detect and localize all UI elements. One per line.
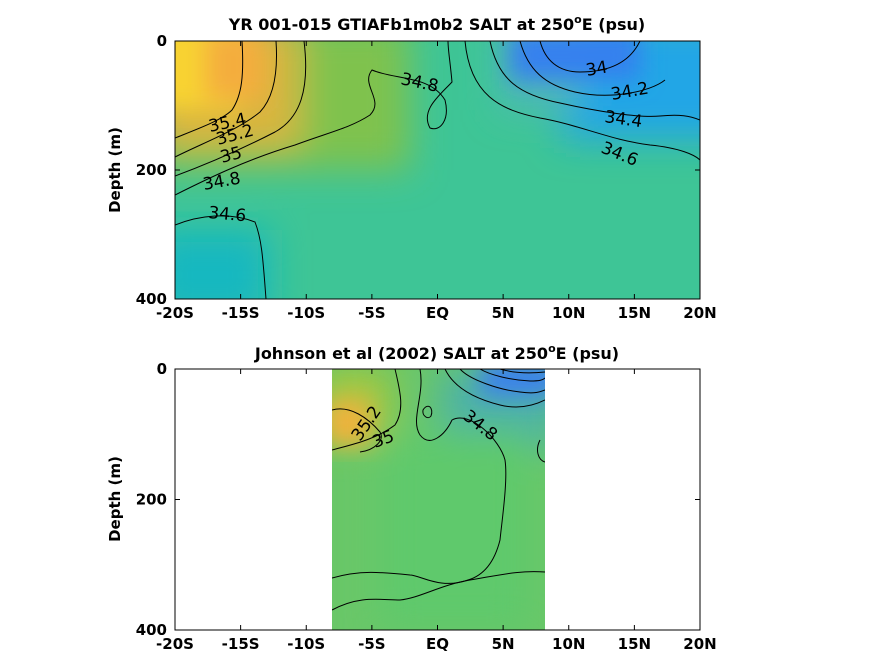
x-tick-label: 20N <box>683 635 716 653</box>
panel-2-ticks: -20S -15S -10S -5S EQ 5N 10N 15N 20N 0 200 400 <box>136 360 717 653</box>
contour-34.4 <box>489 41 700 121</box>
x-tick-label: 20N <box>683 304 716 322</box>
panel-2-ylabel: Depth (m) <box>106 456 124 542</box>
y-tick-label: 200 <box>136 161 167 179</box>
panel-2-field: 35.2 35 34.8 <box>332 369 545 630</box>
x-tick-label: 10N <box>552 304 585 322</box>
panel-1-field: 35.4 35.2 35 34.8 34.6 34.8 34 34.2 34.4… <box>175 41 700 299</box>
x-tick-label: 10N <box>552 635 585 653</box>
contour-34.8-west <box>175 41 453 196</box>
contour-34.6 <box>332 571 545 611</box>
contour-35.2 <box>332 408 382 453</box>
x-tick-label: -10S <box>287 304 325 322</box>
contour-label: 34 <box>584 57 609 80</box>
x-tick-label: 15N <box>618 304 651 322</box>
panel-1-title: YR 001-015 GTIAFb1m0b2 SALT at 250oE (ps… <box>228 13 645 34</box>
contour-35.4 <box>175 41 244 139</box>
y-tick-label: 400 <box>136 621 167 639</box>
contour-34.8-eye <box>422 405 433 419</box>
x-tick-label: -15S <box>222 304 260 322</box>
contour-34.6-west <box>175 215 267 299</box>
y-tick-label: 400 <box>136 290 167 308</box>
x-tick-label: -5S <box>358 635 385 653</box>
x-tick-label: 15N <box>618 635 651 653</box>
x-tick-label: -10S <box>287 635 325 653</box>
x-tick-label: -20S <box>156 304 194 322</box>
panel-1-ylabel: Depth (m) <box>106 127 124 213</box>
x-tick-label: -20S <box>156 635 194 653</box>
y-tick-label: 0 <box>157 360 167 378</box>
x-tick-label: 5N <box>492 635 515 653</box>
contour-34 <box>539 41 641 73</box>
contour-35.2 <box>175 41 278 158</box>
y-tick-label: 0 <box>157 32 167 50</box>
x-tick-label: -15S <box>222 635 260 653</box>
contour-35 <box>175 41 307 177</box>
contour-34.6-east <box>464 41 700 161</box>
x-tick-label: -5S <box>358 304 385 322</box>
x-tick-label: EQ <box>426 635 449 653</box>
contour-34.2 <box>519 41 666 96</box>
panel-1-ticks: -20S -15S -10S -5S EQ 5N 10N 15N 20N 0 200 400 <box>136 32 717 322</box>
x-tick-label: 5N <box>492 304 515 322</box>
panel-2-title: Johnson et al (2002) SALT at 250oE (psu) <box>254 342 619 363</box>
contour-35 <box>332 369 402 451</box>
contour-34.8 <box>332 369 507 584</box>
contour-label: 34.6 <box>208 203 247 226</box>
panel-1: YR 001-015 GTIAFb1m0b2 SALT at 250oE (ps… <box>106 13 717 322</box>
y-tick-label: 200 <box>136 491 167 509</box>
x-tick-label: EQ <box>426 304 449 322</box>
panel-2: Johnson et al (2002) SALT at 250oE (psu) <box>106 342 717 653</box>
